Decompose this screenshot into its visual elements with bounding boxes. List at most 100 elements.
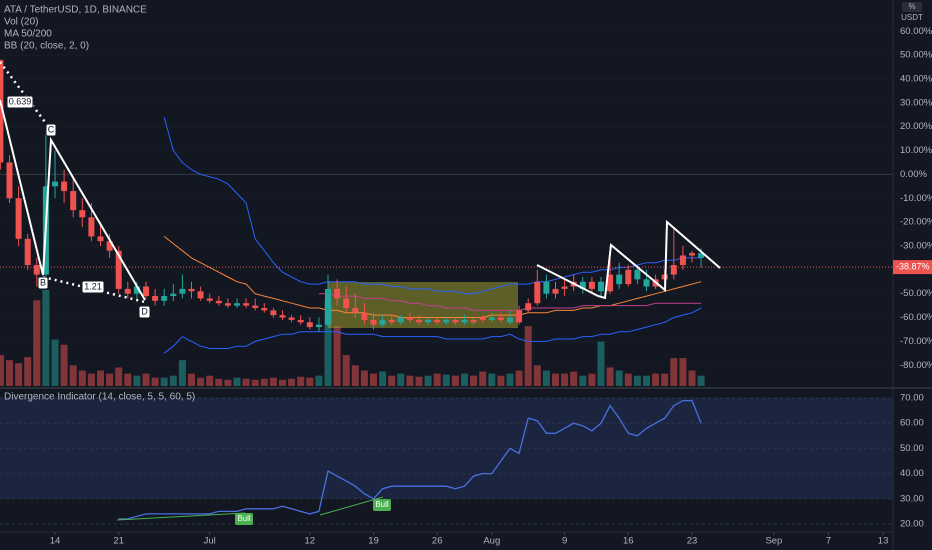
candle-body bbox=[634, 269, 641, 280]
candle-body bbox=[689, 253, 695, 256]
candle-body bbox=[115, 250, 122, 289]
y-tick-label: -10.00% bbox=[900, 193, 932, 204]
volume-bar bbox=[643, 375, 650, 386]
bull-box bbox=[373, 499, 391, 511]
volume-bar bbox=[624, 373, 632, 386]
candle-body bbox=[588, 281, 595, 289]
x-tick-label: 16 bbox=[623, 536, 634, 547]
candle-body bbox=[234, 303, 240, 306]
x-tick-label: 19 bbox=[368, 536, 379, 547]
candle-body bbox=[33, 265, 40, 275]
candle-body bbox=[425, 319, 432, 323]
candle-body bbox=[270, 310, 277, 316]
candle-body bbox=[361, 312, 368, 320]
candle-body bbox=[643, 279, 650, 287]
y-tick-label: 20.00% bbox=[900, 121, 932, 132]
volume-bar bbox=[552, 373, 559, 386]
volume-bar bbox=[588, 373, 596, 386]
y-tick-label: 50.00% bbox=[900, 50, 932, 61]
volume-bar bbox=[415, 376, 423, 386]
volume-bar bbox=[160, 377, 168, 386]
candle-body bbox=[88, 217, 95, 237]
y-tick-label: -60.00% bbox=[900, 312, 932, 323]
volume-bar bbox=[652, 373, 660, 386]
y-tick-label: 70.00 bbox=[900, 393, 924, 404]
volume-bar bbox=[370, 373, 377, 386]
candle-body bbox=[279, 315, 286, 318]
y-tick-label: 30.00% bbox=[900, 97, 932, 108]
scale-button[interactable] bbox=[902, 2, 922, 12]
candle-body bbox=[179, 288, 186, 294]
volume-bar bbox=[461, 373, 468, 386]
annotation-box bbox=[138, 305, 151, 319]
annotation-label: D bbox=[141, 306, 148, 316]
candle-body bbox=[452, 319, 459, 323]
candle-body bbox=[152, 296, 159, 301]
volume-bar bbox=[87, 373, 95, 386]
candle-body bbox=[15, 198, 22, 239]
scale-button-label[interactable]: % bbox=[908, 2, 915, 11]
volume-bar bbox=[633, 375, 641, 386]
volume-bar bbox=[260, 378, 268, 386]
volume-bar bbox=[197, 377, 205, 386]
candle-body bbox=[416, 319, 422, 323]
legend-item: BB (20, close, 2, 0) bbox=[4, 41, 89, 52]
candle-body bbox=[97, 236, 104, 242]
volume-bar bbox=[397, 373, 405, 386]
candle-body bbox=[579, 281, 586, 289]
volume-bar bbox=[561, 373, 569, 386]
volume-bar bbox=[342, 355, 350, 386]
candle-body bbox=[243, 303, 250, 306]
volume-bar bbox=[315, 375, 323, 386]
volume-bar bbox=[15, 363, 23, 386]
legend-item: MA 50/200 bbox=[4, 29, 52, 40]
candle-body bbox=[488, 317, 495, 320]
x-tick-label: 12 bbox=[305, 536, 316, 547]
volume-bar bbox=[306, 377, 314, 386]
candle-body bbox=[397, 317, 404, 323]
range-box bbox=[328, 282, 518, 328]
x-tick-label: Aug bbox=[483, 536, 500, 547]
volume-bar bbox=[333, 326, 341, 386]
candle-body bbox=[170, 293, 177, 297]
x-tick-label: 9 bbox=[562, 536, 567, 547]
candle-body bbox=[79, 210, 86, 218]
candle-body bbox=[379, 319, 386, 325]
candle-body bbox=[698, 253, 705, 258]
volume-bar bbox=[6, 360, 13, 386]
volume-bar bbox=[524, 326, 532, 386]
volume-bar bbox=[379, 371, 387, 386]
volume-bar bbox=[224, 379, 232, 386]
annotation-box bbox=[81, 280, 105, 294]
y-tick-label: 0.00% bbox=[900, 169, 927, 180]
candle-body bbox=[598, 281, 604, 292]
volume-bar bbox=[679, 358, 687, 386]
volume-bar bbox=[97, 370, 104, 386]
candle-body bbox=[315, 324, 322, 328]
volume-bar bbox=[388, 375, 396, 386]
divergence-marker bbox=[116, 512, 246, 521]
legend-item: Vol (20) bbox=[4, 17, 38, 28]
candle-body bbox=[370, 319, 377, 325]
pattern-line bbox=[0, 99, 146, 301]
candle-body bbox=[143, 286, 149, 297]
candle-body bbox=[306, 322, 313, 328]
volume-bar bbox=[142, 373, 150, 386]
candle-body bbox=[161, 296, 168, 301]
wedge-lines bbox=[536, 219, 721, 300]
volume-bar bbox=[488, 373, 496, 386]
candle-body bbox=[297, 319, 304, 323]
volume-bar bbox=[151, 377, 159, 386]
volume-bar bbox=[215, 378, 223, 386]
last-price-box bbox=[893, 260, 932, 275]
volume-bar bbox=[533, 365, 541, 386]
volume-bar bbox=[206, 375, 214, 386]
chart-title: ATA / TetherUSD, 1D, BINANCE bbox=[4, 5, 147, 16]
candle-body bbox=[470, 319, 477, 323]
candle-body bbox=[670, 265, 677, 275]
candle-body bbox=[133, 286, 140, 294]
candle-body bbox=[252, 305, 259, 308]
candle-body bbox=[607, 274, 614, 292]
y-tick-label: -30.00% bbox=[900, 240, 932, 251]
candle-body bbox=[525, 303, 532, 311]
